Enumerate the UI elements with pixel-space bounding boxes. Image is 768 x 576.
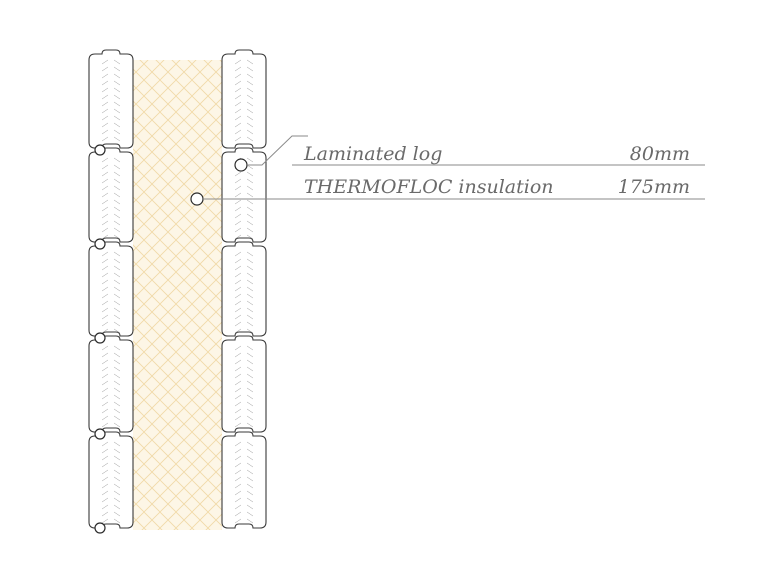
wood-grain bbox=[234, 345, 254, 428]
insulation-layer bbox=[133, 60, 222, 530]
right-log-column bbox=[221, 49, 267, 529]
wood-grain bbox=[234, 441, 254, 524]
callout-marker bbox=[190, 192, 204, 206]
callout-marker bbox=[234, 158, 248, 172]
log-segment bbox=[221, 335, 267, 433]
left-log-column bbox=[88, 49, 134, 529]
joint-marker bbox=[94, 428, 106, 440]
layer-thickness-laminated-log: 80mm bbox=[630, 143, 690, 165]
log-segment bbox=[221, 49, 267, 149]
log-segment bbox=[221, 431, 267, 529]
wood-grain bbox=[101, 251, 121, 334]
log-segment bbox=[88, 147, 134, 243]
joint-marker bbox=[94, 332, 106, 344]
log-segment bbox=[221, 147, 267, 243]
joint-marker bbox=[94, 144, 106, 156]
joint-marker bbox=[94, 522, 106, 534]
wood-grain bbox=[234, 251, 254, 334]
log-segment bbox=[221, 241, 267, 337]
layer-name-insulation: THERMOFLOC insulation bbox=[304, 176, 554, 198]
layer-name-laminated-log: Laminated log bbox=[303, 143, 442, 165]
log-segment bbox=[88, 335, 134, 433]
wood-grain bbox=[101, 441, 121, 524]
joint-marker bbox=[94, 238, 106, 250]
wood-grain bbox=[101, 345, 121, 428]
log-segment bbox=[88, 49, 134, 149]
log-segment bbox=[88, 241, 134, 337]
leader-insulation bbox=[190, 192, 705, 206]
log-segment bbox=[88, 431, 134, 529]
wood-grain bbox=[101, 157, 121, 240]
wood-grain bbox=[234, 59, 254, 142]
left-joint-markers bbox=[94, 144, 106, 534]
wood-grain bbox=[101, 59, 121, 142]
leader-laminated-log bbox=[234, 135, 705, 172]
layer-thickness-insulation: 175mm bbox=[618, 176, 690, 198]
